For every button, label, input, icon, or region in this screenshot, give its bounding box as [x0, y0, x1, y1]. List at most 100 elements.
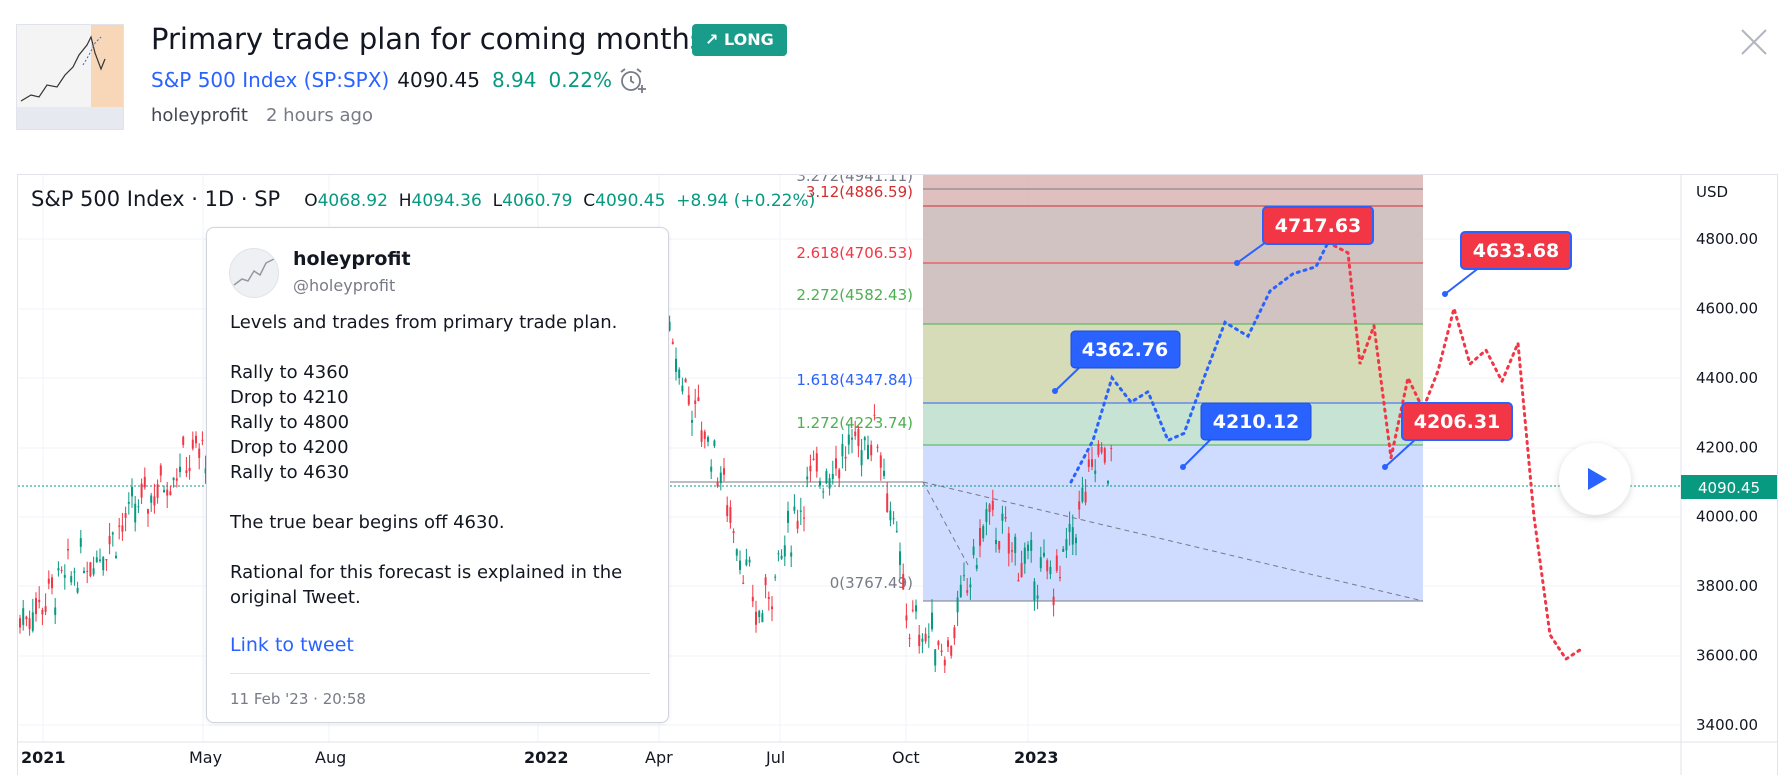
candle-body — [953, 627, 956, 639]
candle-body — [1007, 533, 1010, 554]
candle-body — [73, 571, 76, 573]
symbol-link[interactable]: S&P 500 Index (SP:SPX) — [151, 68, 390, 92]
callout-4633[interactable]: 4633.68 — [1442, 231, 1572, 297]
symbol-code[interactable]: SP:SPX — [311, 68, 382, 92]
symbol-change-pct: 0.22% — [548, 68, 613, 92]
candle-body — [83, 570, 85, 574]
candle-body — [166, 489, 169, 496]
candle-body — [1110, 447, 1113, 449]
candle-body — [198, 448, 201, 458]
candle-body — [758, 611, 761, 617]
candle-body — [179, 466, 181, 473]
candle-body — [831, 474, 834, 479]
candle-body — [825, 471, 828, 484]
idea-title: Primary trade plan for coming months. — [151, 22, 715, 56]
chart-area[interactable]: 3.272(4941.11) 3.12(4886.59) 2.618(4706.… — [17, 174, 1778, 775]
candle-body — [979, 527, 981, 546]
candle-body — [975, 565, 978, 569]
candle-body — [767, 597, 770, 599]
candle-body — [684, 378, 687, 383]
candle-body — [99, 559, 101, 561]
tweet-line: Levels and trades from primary trade pla… — [230, 312, 618, 333]
callout-4717[interactable]: 4717.63 — [1234, 206, 1374, 266]
candle-body — [934, 649, 937, 666]
candle-body — [998, 541, 1001, 550]
chart-canvas[interactable]: 3.272(4941.11) 3.12(4886.59) 2.618(4706.… — [18, 175, 1777, 775]
price-axis-tick: 3800.00 — [1696, 577, 1758, 595]
price-axis-tick: 4400.00 — [1696, 369, 1758, 387]
alarm-add-icon[interactable] — [618, 66, 648, 94]
candle-body — [723, 468, 725, 475]
play-button[interactable] — [1559, 443, 1631, 515]
idea-thumbnail[interactable] — [16, 24, 124, 130]
tweet-line: Drop to 4210 — [230, 387, 349, 408]
candle-body — [982, 526, 985, 539]
candle-body — [1049, 566, 1052, 575]
tweet-line: The true bear begins off 4630. — [230, 512, 505, 533]
candle-body — [787, 510, 789, 523]
candle-body — [1065, 539, 1068, 551]
candle-body — [28, 618, 31, 629]
candle-body — [703, 431, 706, 439]
candle-body — [918, 634, 921, 647]
candle-body — [857, 428, 860, 447]
fib-label-312: 3.12(4886.59) — [806, 183, 913, 201]
candle-body — [838, 469, 841, 479]
callout-4206-label: 4206.31 — [1414, 411, 1501, 433]
candle-body — [844, 456, 847, 459]
play-icon[interactable] — [1559, 443, 1631, 515]
candle-body — [678, 369, 681, 378]
avatar[interactable] — [229, 248, 279, 298]
tweet-author-handle[interactable]: @holeyprofit — [293, 276, 396, 295]
candle-body — [777, 553, 780, 555]
symbol-name[interactable]: S&P 500 Index — [151, 68, 298, 92]
candle-body — [47, 578, 50, 584]
candle-body — [140, 483, 143, 498]
fib-label-3272: 3.272(4941.11) — [796, 175, 913, 185]
link-to-tweet[interactable]: Link to tweet — [230, 634, 354, 656]
close-icon[interactable] — [1736, 24, 1772, 60]
candle-body — [1081, 487, 1084, 502]
time-axis-tick: 2021 — [21, 748, 66, 767]
candle-body — [687, 395, 690, 405]
candle-body — [1052, 596, 1055, 606]
tweet-body: Levels and trades from primary trade pla… — [230, 310, 650, 610]
legend-open: 4068.92 — [317, 191, 388, 211]
candle-body — [809, 465, 812, 472]
candle-body — [1071, 527, 1074, 545]
candle-body — [726, 505, 729, 517]
price-candles — [19, 315, 1113, 673]
candle-body — [793, 506, 796, 511]
candle-body — [115, 555, 117, 559]
candle-body — [876, 446, 879, 448]
tweet-author-name[interactable]: holeyprofit — [293, 248, 411, 270]
tweet-line: original Tweet. — [230, 587, 361, 608]
fib-label-2618: 2.618(4706.53) — [796, 244, 913, 262]
callout-4206[interactable]: 4206.31 — [1382, 402, 1513, 470]
fib-label-1618: 1.618(4347.84) — [796, 371, 913, 389]
candle-body — [969, 584, 972, 588]
candle-body — [803, 517, 805, 519]
candle-body — [828, 478, 831, 489]
candle-body — [1043, 552, 1045, 557]
candle-body — [892, 518, 895, 520]
candle-body — [159, 465, 162, 476]
callout-4210[interactable]: 4210.12 — [1180, 402, 1312, 470]
blue-forecast-path — [1069, 240, 1330, 484]
author-name[interactable]: holeyprofit — [151, 105, 248, 126]
candle-body — [956, 597, 959, 613]
callout-4210-label: 4210.12 — [1213, 411, 1300, 433]
candle-body — [1023, 547, 1026, 564]
candle-body — [700, 430, 703, 442]
callout-4362[interactable]: 4362.76 — [1052, 330, 1181, 394]
candle-body — [822, 491, 825, 493]
candle-body — [761, 613, 764, 623]
candle-body — [943, 659, 946, 666]
candle-body — [937, 641, 940, 646]
candle-body — [204, 468, 207, 474]
candle-body — [150, 495, 153, 503]
candle-body — [1039, 557, 1042, 569]
badge-label: LONG — [723, 30, 774, 49]
candle-body — [1033, 581, 1036, 601]
candle-body — [886, 493, 889, 512]
